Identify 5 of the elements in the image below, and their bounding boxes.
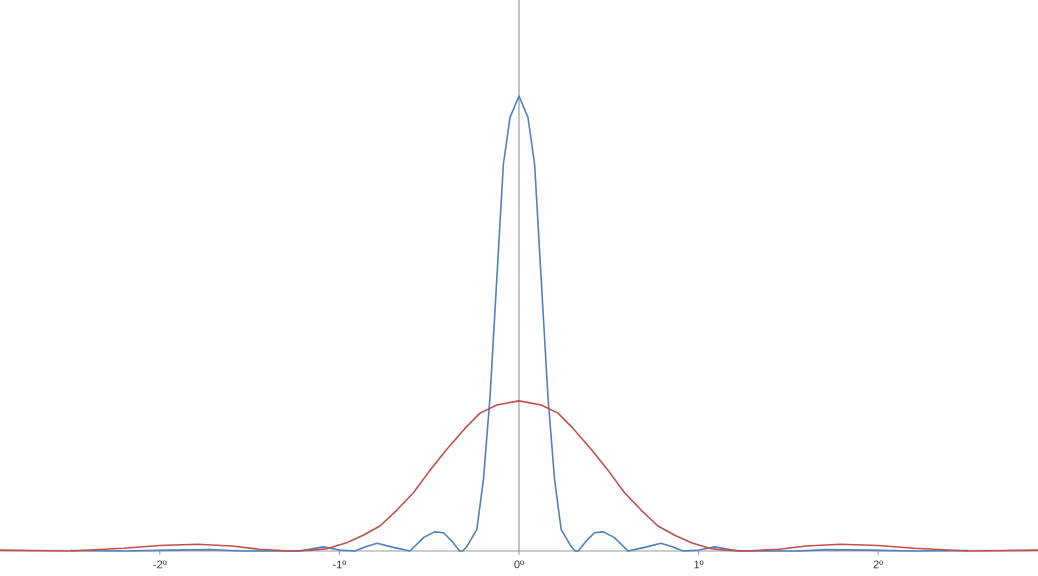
- x-tick-label: 0º: [514, 560, 524, 569]
- x-tick-label: 1º: [694, 560, 704, 569]
- x-tick-label: -1º: [333, 560, 347, 569]
- x-tick-label: -2º: [153, 560, 167, 569]
- x-tick-label: 2º: [873, 560, 884, 569]
